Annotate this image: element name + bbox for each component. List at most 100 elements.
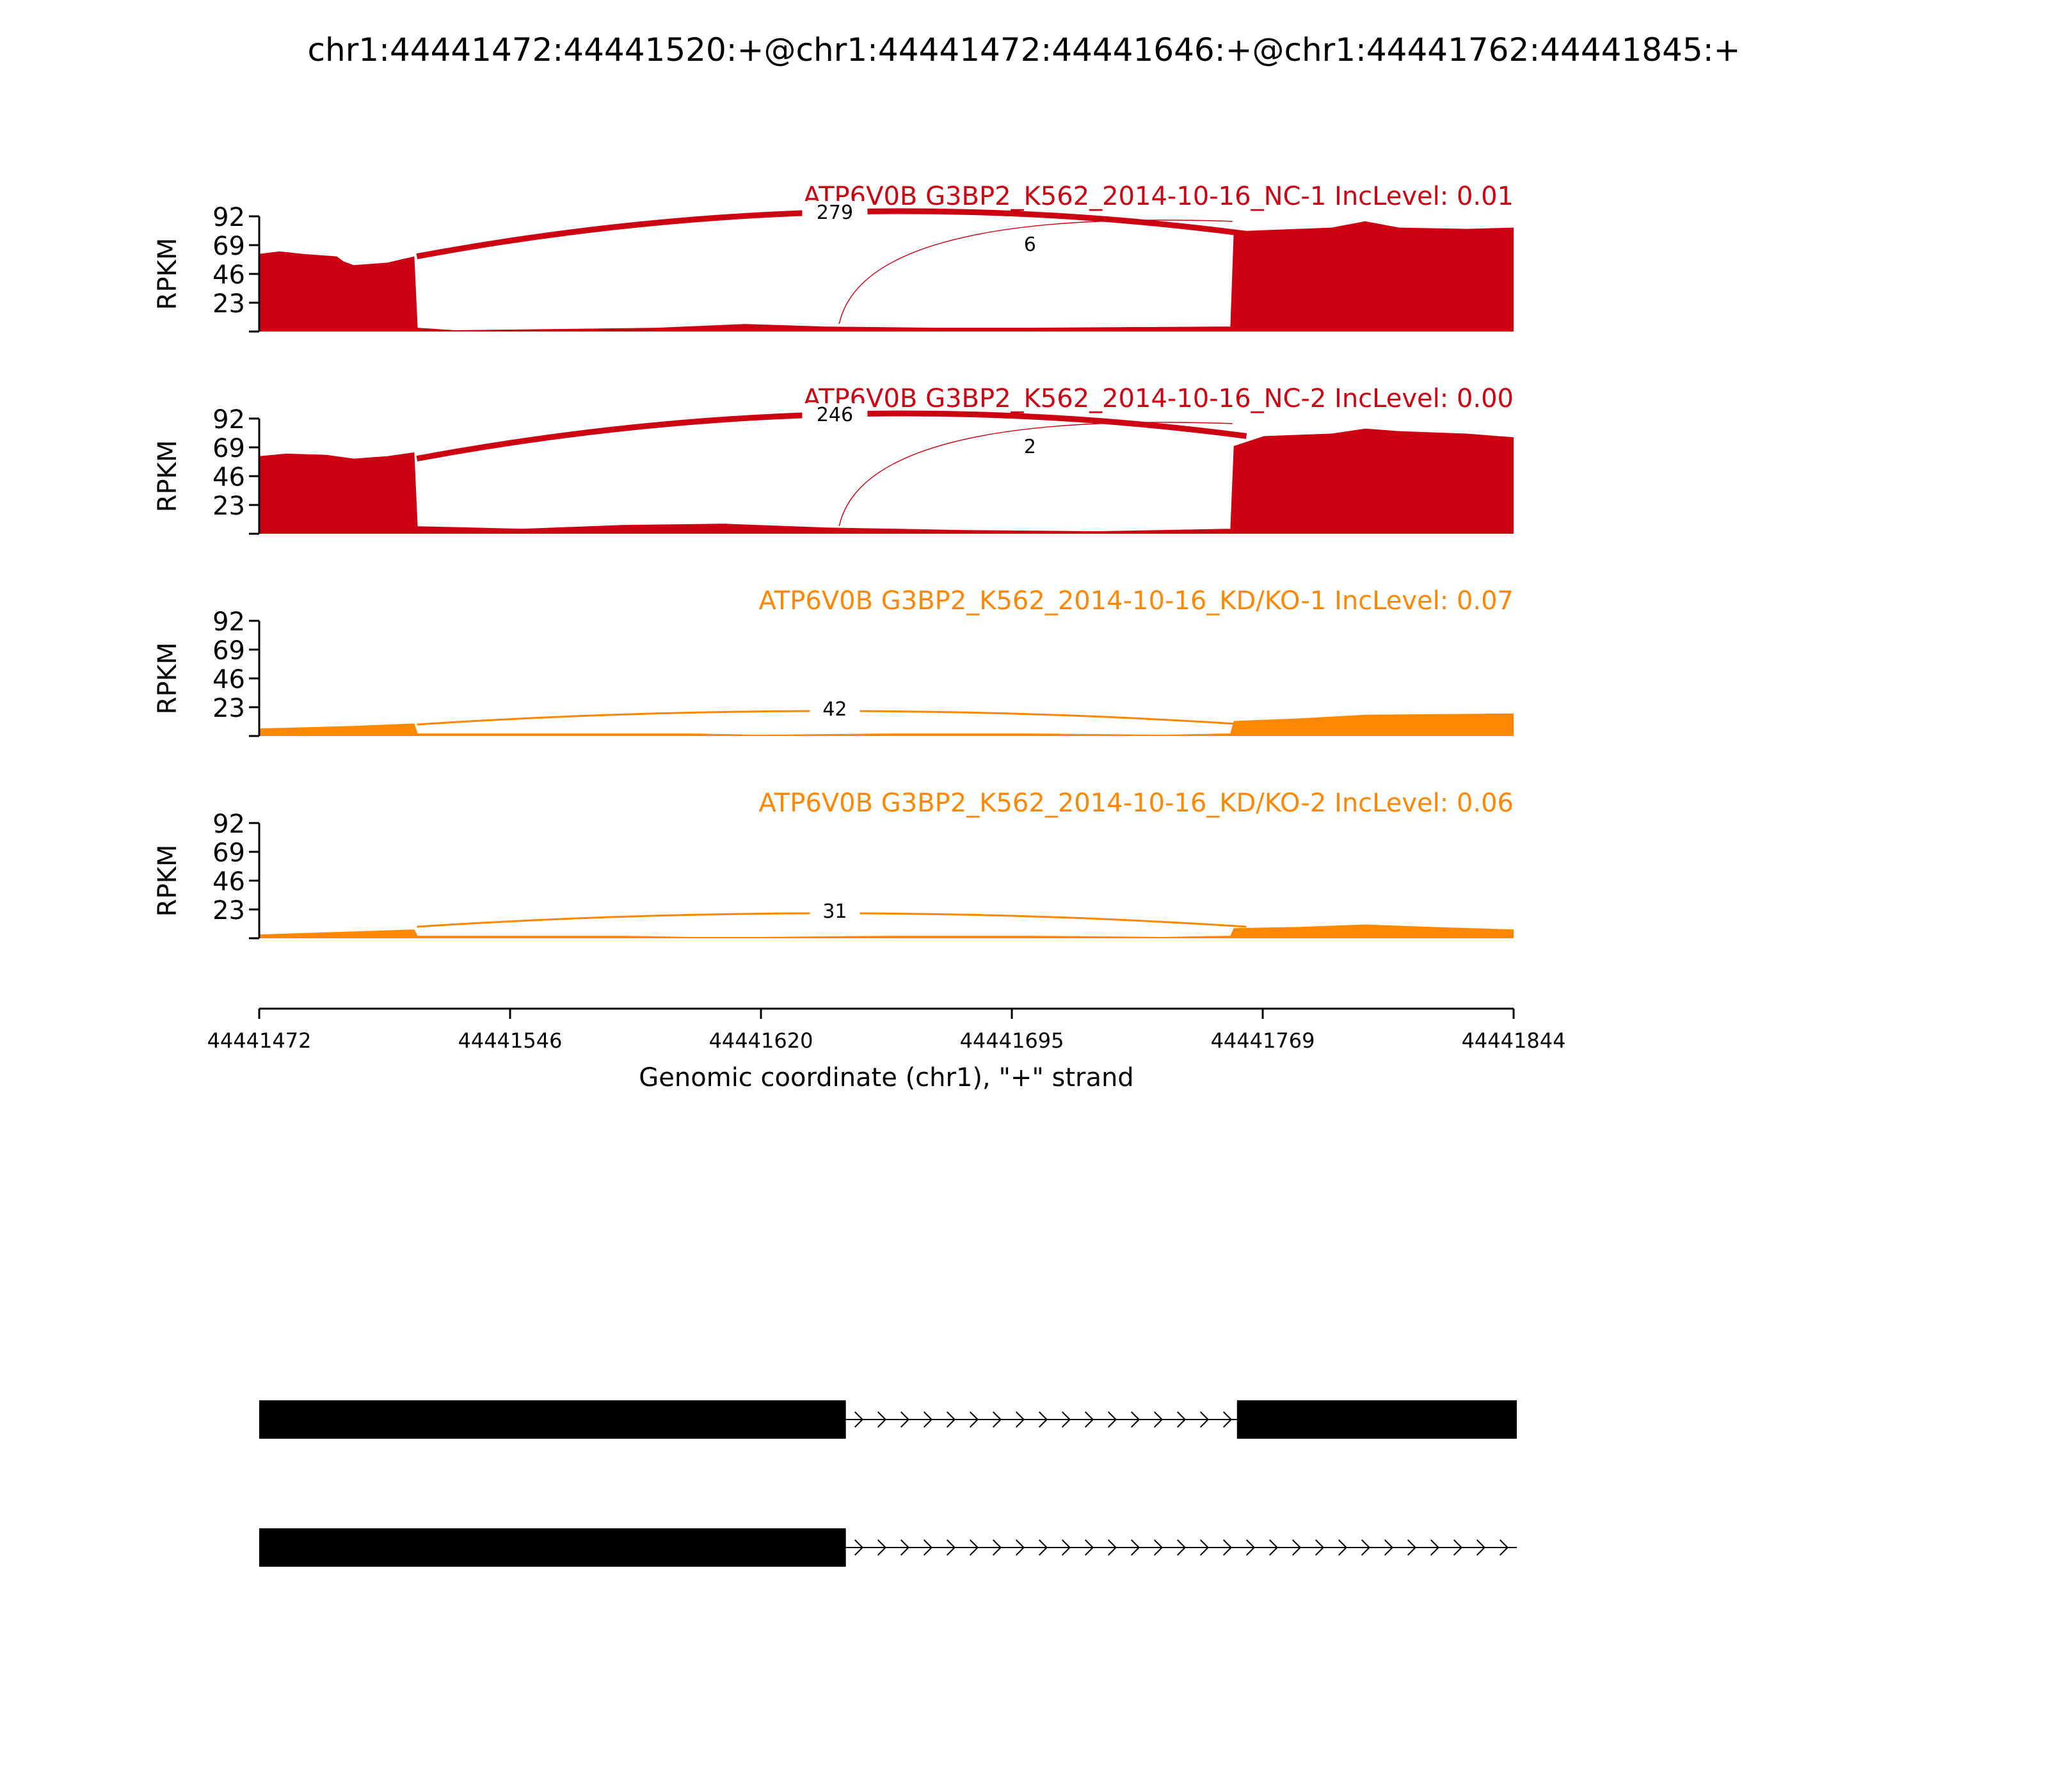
y-axis-label: RPKM — [153, 440, 182, 513]
x-tick-label: 44441844 — [1462, 1028, 1566, 1053]
y-tick-label: 46 — [212, 867, 245, 897]
strand-arrow-icon — [969, 1411, 979, 1428]
y-tick-label: 92 — [212, 810, 245, 839]
strand-arrow-icon — [900, 1411, 910, 1428]
strand-arrow-icon — [1061, 1411, 1071, 1428]
y-tick-label: 92 — [212, 405, 245, 435]
strand-arrow-icon — [1476, 1539, 1486, 1556]
strand-arrow-icon — [1199, 1539, 1210, 1556]
strand-arrow-icon — [1015, 1539, 1025, 1556]
strand-arrow-icon — [854, 1411, 864, 1428]
exon-block — [259, 1528, 846, 1567]
strand-arrow-icon — [1315, 1539, 1325, 1556]
strand-arrow-icon — [1130, 1411, 1140, 1428]
strand-arrow-icon — [854, 1539, 864, 1556]
strand-arrow-icon — [969, 1539, 979, 1556]
y-tick-label: 92 — [212, 607, 245, 637]
strand-arrow-icon — [1430, 1539, 1440, 1556]
gene-model-2 — [259, 1528, 1517, 1567]
y-tick-label: 46 — [212, 260, 245, 290]
exon-block — [259, 1400, 846, 1439]
y-tick-label: 46 — [212, 463, 245, 492]
strand-arrow-icon — [1107, 1411, 1117, 1428]
strand-arrow-icon — [1038, 1411, 1048, 1428]
strand-arrow-icon — [1384, 1539, 1394, 1556]
x-tick-label: 44441546 — [458, 1028, 563, 1053]
strand-arrow-icon — [1453, 1539, 1463, 1556]
junction-label-bg — [1012, 435, 1048, 458]
y-tick-label: 92 — [212, 203, 245, 232]
strand-arrow-icon — [1153, 1411, 1164, 1428]
junction-label-bg — [810, 900, 860, 923]
y-tick-label: 23 — [212, 289, 245, 319]
junction-count: 6 — [1024, 234, 1036, 256]
strand-arrow-icon — [1015, 1411, 1025, 1428]
y-tick-label: 23 — [212, 896, 245, 925]
track-label: ATP6V0B G3BP2_K562_2014-10-16_NC-1 IncLe… — [803, 182, 1514, 211]
strand-arrow-icon — [1038, 1539, 1048, 1556]
y-axis-label: RPKM — [153, 845, 182, 917]
strand-arrow-icon — [1292, 1539, 1302, 1556]
strand-arrow-icon — [1199, 1411, 1210, 1428]
strand-arrow-icon — [946, 1539, 956, 1556]
strand-arrow-icon — [877, 1539, 887, 1556]
strand-arrow-icon — [1245, 1539, 1256, 1556]
strand-arrow-icon — [1176, 1539, 1187, 1556]
strand-arrow-icon — [1222, 1411, 1233, 1428]
y-tick-label: 69 — [212, 838, 245, 868]
strand-arrow-icon — [1153, 1539, 1164, 1556]
strand-arrow-icon — [1222, 1539, 1233, 1556]
junction-arc — [838, 422, 1233, 527]
junction-label-bg — [802, 201, 868, 224]
junction-label-bg — [1012, 233, 1048, 256]
strand-arrow-icon — [900, 1539, 910, 1556]
strand-arrow-icon — [1361, 1539, 1371, 1556]
strand-arrow-icon — [992, 1539, 1002, 1556]
junction-count: 31 — [822, 900, 847, 923]
gene-model-1 — [259, 1400, 1517, 1439]
junction-count: 279 — [817, 202, 853, 224]
y-tick-label: 69 — [212, 434, 245, 463]
x-tick-label: 44441769 — [1211, 1028, 1315, 1053]
junction-label-bg — [802, 403, 868, 426]
y-axis-label: RPKM — [153, 238, 182, 310]
strand-arrow-icon — [1338, 1539, 1348, 1556]
x-axis-label: Genomic coordinate (chr1), "+" strand — [639, 1063, 1133, 1092]
x-tick-label: 44441472 — [207, 1028, 312, 1053]
exon-block — [1236, 1400, 1517, 1439]
junction-count: 246 — [817, 404, 853, 426]
strand-arrow-icon — [1084, 1411, 1094, 1428]
strand-arrow-icon — [1084, 1539, 1094, 1556]
coverage-area — [259, 428, 1514, 534]
y-tick-label: 69 — [212, 636, 245, 666]
track-label: ATP6V0B G3BP2_K562_2014-10-16_KD/KO-2 In… — [759, 788, 1514, 818]
strand-arrow-icon — [877, 1411, 887, 1428]
y-tick-label: 23 — [212, 694, 245, 723]
figure-title: chr1:44441472:44441520:+@chr1:44441472:4… — [308, 31, 1741, 68]
strand-arrow-icon — [1499, 1539, 1509, 1556]
y-tick-label: 46 — [212, 665, 245, 694]
strand-arrow-icon — [1407, 1539, 1417, 1556]
strand-arrow-icon — [1268, 1539, 1279, 1556]
strand-arrow-icon — [923, 1411, 933, 1428]
strand-arrow-icon — [1107, 1539, 1117, 1556]
coverage-area — [259, 221, 1514, 332]
y-tick-label: 23 — [212, 492, 245, 521]
junction-count: 42 — [822, 698, 847, 721]
strand-arrow-icon — [1176, 1411, 1187, 1428]
junction-label-bg — [810, 698, 860, 721]
x-tick-label: 44441620 — [709, 1028, 813, 1053]
y-tick-label: 69 — [212, 232, 245, 261]
gene-models — [259, 1400, 1517, 1567]
strand-arrow-icon — [992, 1411, 1002, 1428]
strand-arrow-icon — [1061, 1539, 1071, 1556]
x-tick-label: 44441695 — [960, 1028, 1064, 1053]
track-label: ATP6V0B G3BP2_K562_2014-10-16_NC-2 IncLe… — [803, 384, 1514, 413]
strand-arrow-icon — [946, 1411, 956, 1428]
junction-count: 2 — [1024, 436, 1036, 458]
